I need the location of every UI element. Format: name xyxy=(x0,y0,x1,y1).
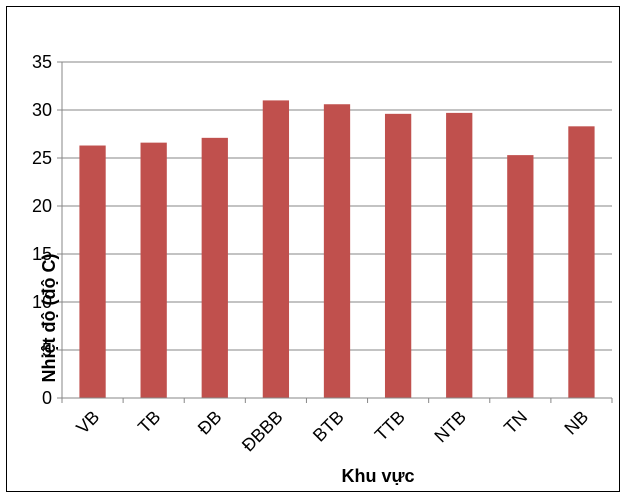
y-tick-label: 0 xyxy=(42,388,52,408)
x-tick-label: TN xyxy=(500,407,531,438)
axes xyxy=(57,61,613,403)
y-axis-title: Nhiệt độ (độ C) xyxy=(39,254,59,383)
x-tick-label: TTB xyxy=(371,407,409,445)
x-tick-label: ĐB xyxy=(194,407,226,439)
x-tick-label: TB xyxy=(134,407,164,437)
y-tick-label: 5 xyxy=(42,340,52,360)
bar-TB xyxy=(140,142,167,398)
bar-BTB xyxy=(323,104,351,399)
y-tick-label: 15 xyxy=(32,244,52,264)
x-tick-labels: VB TB ĐB ĐBBB BTB TTB NTB TN NB xyxy=(72,407,592,456)
y-tick-label: 10 xyxy=(32,292,52,312)
y-tick-label: 30 xyxy=(32,100,52,120)
y-tick-labels: 0 5 10 15 20 25 30 35 xyxy=(32,52,52,408)
x-tick-label: ĐBBB xyxy=(238,407,287,456)
x-tick-label: BTB xyxy=(309,407,348,446)
bar-TTB xyxy=(384,113,412,398)
y-tick-label: 20 xyxy=(32,196,52,216)
y-tick-label: 25 xyxy=(32,148,52,168)
bar-VB xyxy=(79,145,106,398)
bar-ĐB xyxy=(201,137,228,398)
x-tick-label: NB xyxy=(560,407,592,439)
x-axis-title: Khu vực xyxy=(341,466,414,486)
x-tick-label: VB xyxy=(72,407,103,438)
bars xyxy=(79,100,595,399)
x-tick-label: NTB xyxy=(430,407,470,447)
bar-NB xyxy=(568,126,595,398)
bar-NTB xyxy=(446,112,473,398)
bar-TN xyxy=(507,155,534,398)
y-tick-label: 35 xyxy=(32,52,52,72)
bar-ĐBBB xyxy=(262,100,290,399)
